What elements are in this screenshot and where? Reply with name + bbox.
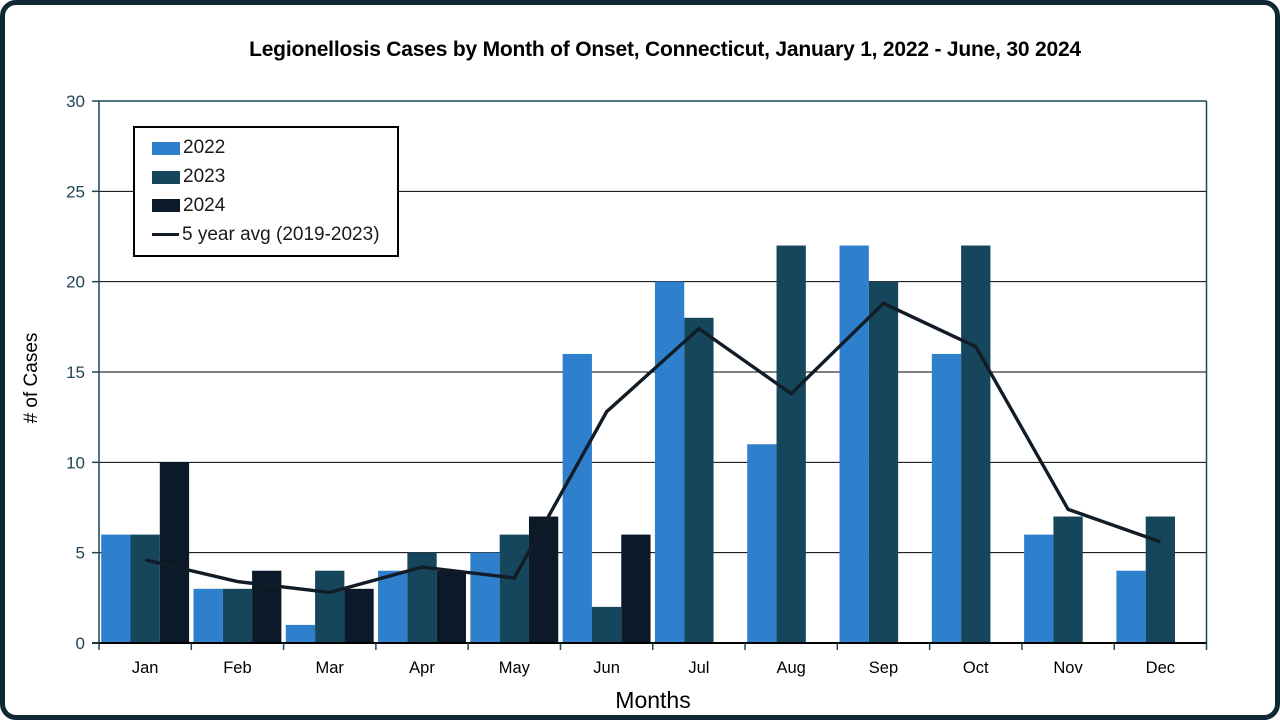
- x-tick-label-Sep: Sep: [869, 659, 898, 677]
- legend-label-5yr-avg: 5 year avg (2019-2023): [182, 223, 380, 245]
- bar-2024-Apr: [436, 570, 466, 643]
- bar-2023-Dec: [1145, 516, 1176, 643]
- bar-2023-Feb: [222, 588, 253, 643]
- legend-label-2023: 2023: [183, 166, 226, 188]
- bar-2022-Jan: [101, 534, 131, 643]
- legend-swatch-2023: [152, 170, 180, 184]
- y-tick-label-25: 25: [66, 182, 85, 201]
- bar-2022-Aug: [747, 444, 777, 643]
- plot-area: 0 5 10 15 20 25 30 Jan Feb Mar Apr May Jun Jul Aug Sep O…: [66, 92, 1208, 677]
- bar-2023-Aug: [776, 245, 806, 644]
- x-tick-label-Jan: Jan: [132, 659, 159, 677]
- bar-2024-Jun: [621, 534, 651, 643]
- bar-2023-Nov: [1053, 516, 1083, 643]
- x-tick-label-Mar: Mar: [316, 659, 345, 677]
- y-tick-label-5: 5: [76, 544, 85, 563]
- bar-2022-Dec: [1116, 570, 1146, 643]
- chart-title: Legionellosis Cases by Month of Onset, C…: [249, 38, 1081, 61]
- legend-label-2022: 2022: [183, 137, 226, 159]
- x-tick-label-Apr: Apr: [409, 659, 435, 677]
- x-tick-label-May: May: [499, 659, 531, 677]
- legend-swatch-2024: [152, 199, 180, 213]
- x-tick-label-Jul: Jul: [688, 659, 709, 677]
- bar-2022-Apr: [378, 570, 408, 643]
- bar-2023-Jun: [591, 606, 622, 643]
- x-tick-label-Nov: Nov: [1053, 659, 1083, 677]
- legend-line-swatch: [152, 232, 179, 237]
- bar-2022-Jul: [654, 281, 685, 643]
- bar-2022-Sep: [839, 245, 869, 644]
- bar-2022-Feb: [193, 588, 223, 643]
- bar-2023-Oct: [961, 245, 991, 644]
- y-tick-label-20: 20: [66, 273, 85, 292]
- x-tick-label-Jun: Jun: [593, 659, 620, 677]
- bar-2024-Feb: [252, 570, 282, 643]
- bar-2023-Jan: [130, 534, 160, 643]
- legend: 2022 2023 2024 5 year avg (2019-2023): [133, 126, 399, 257]
- legend-label-2024: 2024: [183, 194, 226, 216]
- bar-2022-Mar: [285, 624, 316, 643]
- bar-2024-Jan: [159, 462, 190, 643]
- legend-swatch-2022: [152, 141, 180, 155]
- x-tick-label-Aug: Aug: [777, 659, 806, 677]
- x-tick-label-Feb: Feb: [223, 659, 251, 677]
- bar-2022-Nov: [1024, 534, 1054, 643]
- bar-2024-Mar: [344, 588, 374, 643]
- bar-2022-May: [470, 552, 500, 643]
- legend-item-2024: 2024: [152, 195, 391, 217]
- x-axis-title: Months: [615, 687, 691, 713]
- bar-2022-Jun: [562, 353, 592, 643]
- avg-line: [144, 301, 1161, 595]
- legend-item-2023: 2023: [152, 166, 391, 188]
- bar-2023-May: [499, 534, 529, 643]
- y-tick-label-10: 10: [66, 453, 85, 472]
- bar-2022-Oct: [931, 353, 962, 643]
- legend-item-5yr-avg: 5 year avg (2019-2023): [152, 224, 391, 246]
- bar-2023-Jul: [684, 317, 714, 643]
- y-tick-label-0: 0: [76, 634, 85, 653]
- x-tick-label-Oct: Oct: [963, 659, 989, 677]
- x-tick-label-Dec: Dec: [1146, 659, 1175, 677]
- bar-2024-May: [528, 516, 559, 643]
- bar-2023-Sep: [868, 281, 899, 643]
- y-tick-label-15: 15: [66, 363, 85, 382]
- bar-2023-Mar: [315, 570, 345, 643]
- y-tick-label-30: 30: [66, 92, 85, 111]
- legend-item-2022: 2022: [152, 137, 391, 159]
